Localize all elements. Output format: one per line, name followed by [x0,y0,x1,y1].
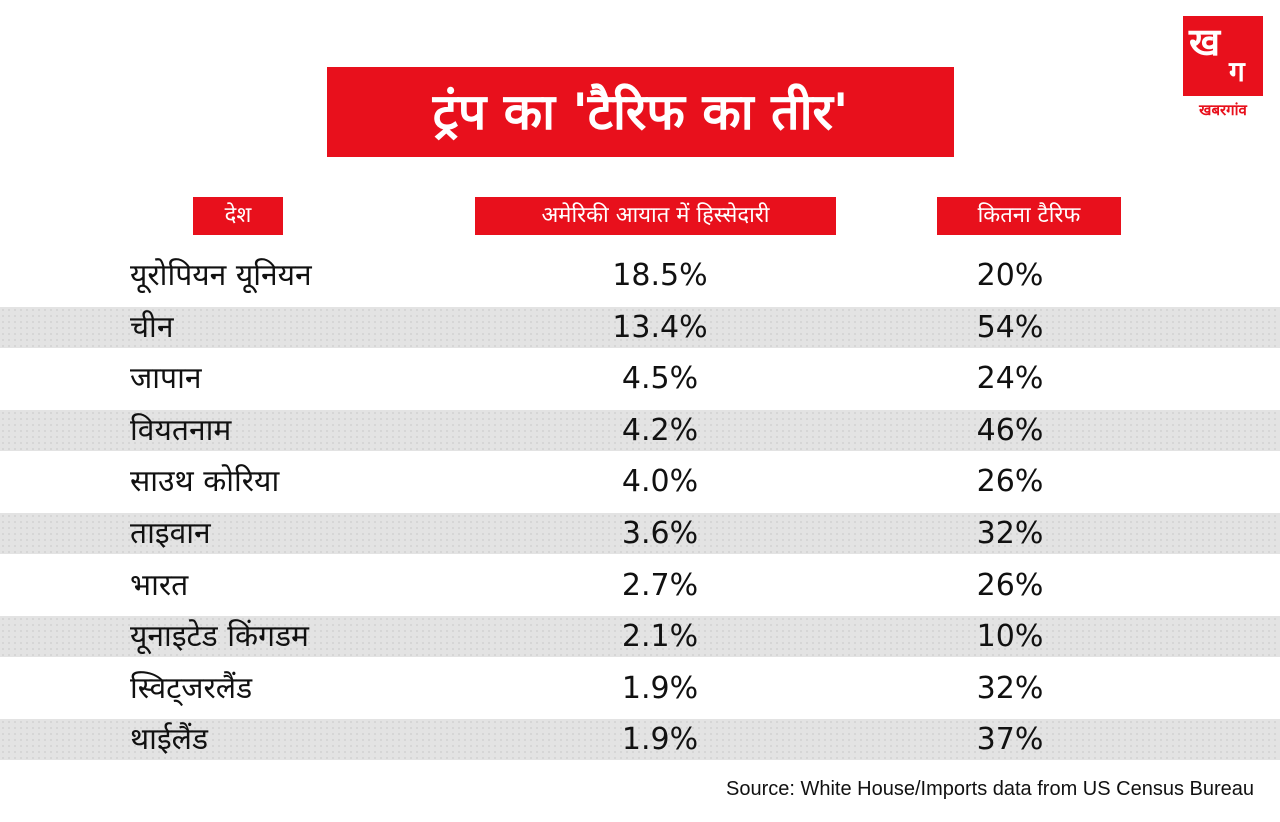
tariff-cell: 54% [910,302,1110,354]
import-share-cell: 13.4% [560,302,760,354]
country-cell: यूनाइटेड किंगडम [130,611,450,663]
column-header-tariff: कितना टैरिफ [937,197,1121,235]
import-share-cell: 2.1% [560,611,760,663]
logo-mark-letter: ख [1189,20,1220,64]
tariff-cell: 10% [910,611,1110,663]
country-cell: वियतनाम [130,405,450,457]
logo-mark-small: ग [1229,56,1245,88]
country-cell: जापान [130,353,450,405]
import-share-cell: 1.9% [560,714,760,766]
source-note: Source: White House/Imports data from US… [726,778,1254,801]
import-share-cell: 4.0% [560,456,760,508]
import-share-cell: 4.2% [560,405,760,457]
tariff-cell: 20% [910,250,1110,302]
import-share-cell: 2.7% [560,560,760,612]
country-cell: स्विट्जरलैंड [130,663,450,715]
import-share-cell: 3.6% [560,508,760,560]
tariff-cell: 46% [910,405,1110,457]
tariff-cell: 26% [910,560,1110,612]
page-title: ट्रंप का 'टैरिफ का तीर' [327,67,954,157]
tariff-cell: 32% [910,508,1110,560]
country-cell: ताइवान [130,508,450,560]
country-cell: भारत [130,560,450,612]
country-cell: थाईलैंड [130,714,450,766]
tariff-cell: 37% [910,714,1110,766]
logo-mark: ख ग [1183,16,1263,96]
tariff-cell: 24% [910,353,1110,405]
logo-text: खबरगांव [1183,100,1263,120]
tariff-cell: 26% [910,456,1110,508]
import-share-cell: 18.5% [560,250,760,302]
column-header-country: देश [193,197,283,235]
khabargaon-logo: ख ग खबरगांव [1183,16,1263,126]
tariff-cell: 32% [910,663,1110,715]
country-cell: साउथ कोरिया [130,456,450,508]
country-cell: चीन [130,302,450,354]
country-cell: यूरोपियन यूनियन [130,250,450,302]
import-share-cell: 1.9% [560,663,760,715]
import-share-cell: 4.5% [560,353,760,405]
column-header-import-share: अमेरिकी आयात में हिस्सेदारी [475,197,836,235]
